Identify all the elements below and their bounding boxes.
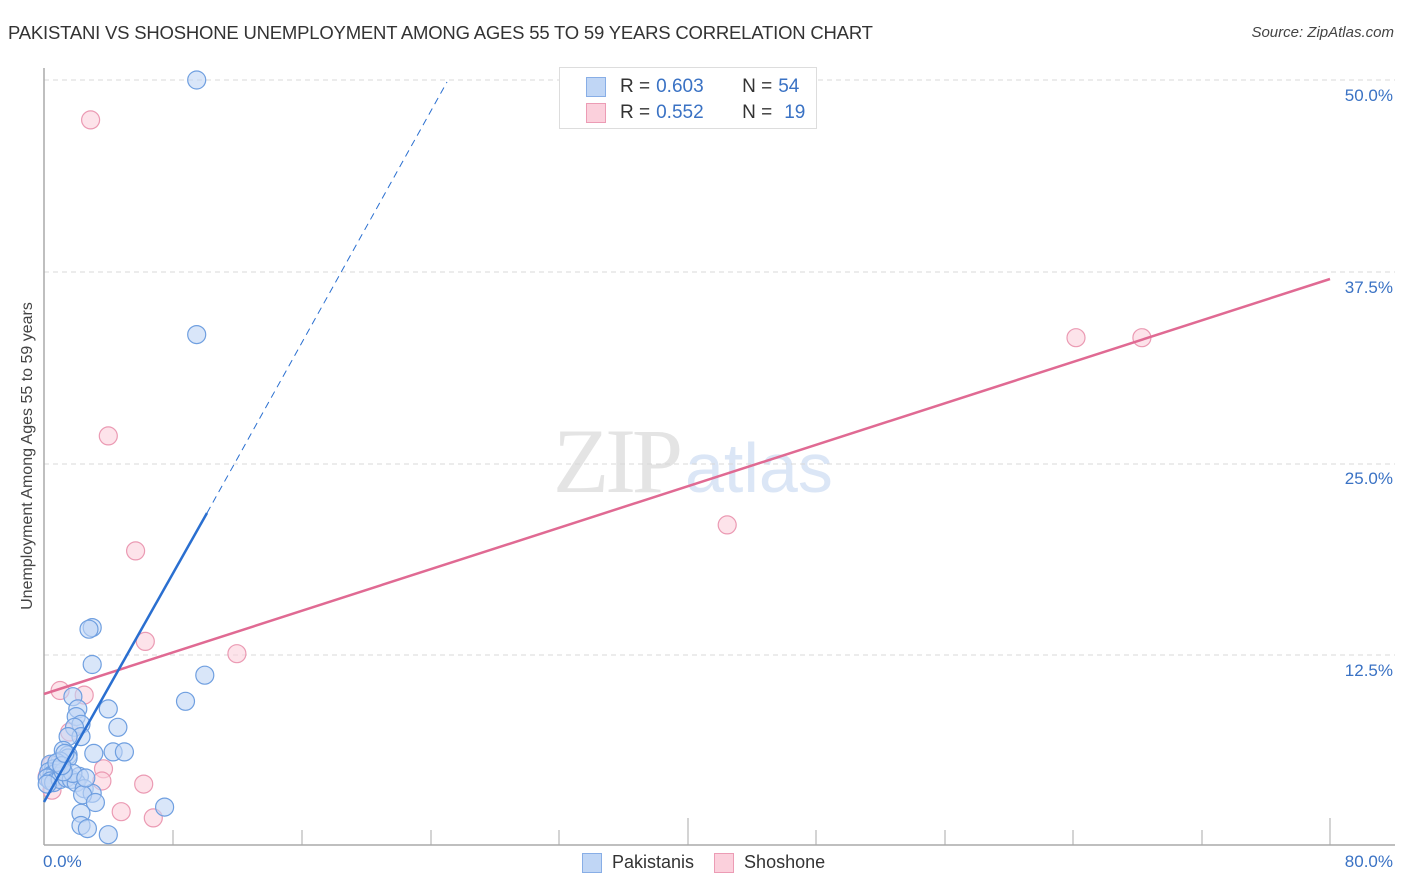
legend-label: Shoshone: [744, 852, 826, 872]
pakistanis-point: [79, 619, 99, 639]
n-value: 19: [784, 102, 806, 123]
gridlines: [44, 79, 1395, 656]
pakistanis-point: [85, 792, 106, 813]
pakistanis-point: [84, 743, 104, 764]
n-value: 54: [778, 76, 800, 97]
shoshone-point: [1066, 328, 1086, 348]
shoshone-point: [80, 110, 101, 130]
shoshone-point: [98, 426, 118, 446]
shoshone-trendline: [43, 277, 1331, 696]
y-tick-50: 50.0%: [1344, 86, 1393, 105]
r-label: R =: [620, 76, 651, 97]
pakistanis-point: [108, 717, 128, 737]
pakistanis-swatch: [586, 77, 606, 97]
pakistanis-swatch: [582, 852, 602, 873]
x-tick-0: 0.0%: [43, 852, 82, 871]
pakistanis-point: [77, 818, 98, 839]
r-value: 0.603: [656, 76, 704, 97]
chart-title: PAKISTANI VS SHOSHONE UNEMPLOYMENT AMONG…: [8, 22, 873, 43]
pakistanis-point: [76, 768, 96, 788]
x-tick-marks: [172, 818, 1331, 845]
pakistanis-point: [155, 797, 175, 817]
pakistanis-point: [82, 654, 102, 675]
shoshone-point: [134, 774, 154, 794]
axes: [43, 68, 1395, 846]
y-tick-25: 25.0%: [1344, 469, 1393, 488]
trendlines: [42, 81, 1331, 803]
x-tick-80: 80.0%: [1344, 852, 1393, 871]
pakistanis-point: [187, 325, 207, 345]
pakistanis-point: [195, 665, 215, 685]
n-label: N =: [742, 76, 773, 97]
shoshone-point: [111, 802, 131, 822]
legend-label: Pakistanis: [612, 852, 695, 872]
shoshone-point: [227, 644, 247, 664]
pakistanis-trendline-extension: [206, 81, 448, 514]
legend-item-pakistanis[interactable]: Pakistanis: [582, 852, 694, 873]
legend-item-shoshone[interactable]: Shoshone: [714, 852, 825, 873]
shoshone-swatch: [714, 852, 735, 873]
n-label: N =: [742, 102, 773, 123]
series-legend: Pakistanis Shoshone: [582, 852, 845, 873]
pakistanis-point: [114, 742, 135, 762]
pakistanis-point: [98, 699, 118, 719]
r-label: R =: [620, 102, 651, 123]
shoshone-points: [37, 110, 1152, 828]
y-tick-12-5: 12.5%: [1344, 661, 1393, 680]
shoshone-swatch: [586, 103, 606, 123]
shoshone-point: [126, 541, 146, 561]
y-tick-37-5: 37.5%: [1344, 278, 1393, 297]
source-credit: Source: ZipAtlas.com: [1251, 24, 1394, 41]
y-axis-label: Unemployment Among Ages 55 to 59 years: [19, 302, 36, 610]
pakistanis-point: [175, 691, 196, 711]
legend-row-pakistanis: R = 0.603 N = 54: [586, 75, 799, 99]
pakistanis-points: [37, 70, 215, 845]
r-value: 0.552: [656, 102, 704, 123]
shoshone-point: [717, 515, 737, 535]
pakistanis-trendline: [42, 512, 209, 803]
pakistanis-point: [98, 825, 118, 845]
pakistanis-point: [187, 70, 207, 90]
correlation-legend: R = 0.603 N = 54 R = 0.552 N = 19: [559, 67, 817, 129]
legend-row-shoshone: R = 0.552 N = 19: [586, 101, 805, 125]
shoshone-point: [135, 631, 155, 652]
